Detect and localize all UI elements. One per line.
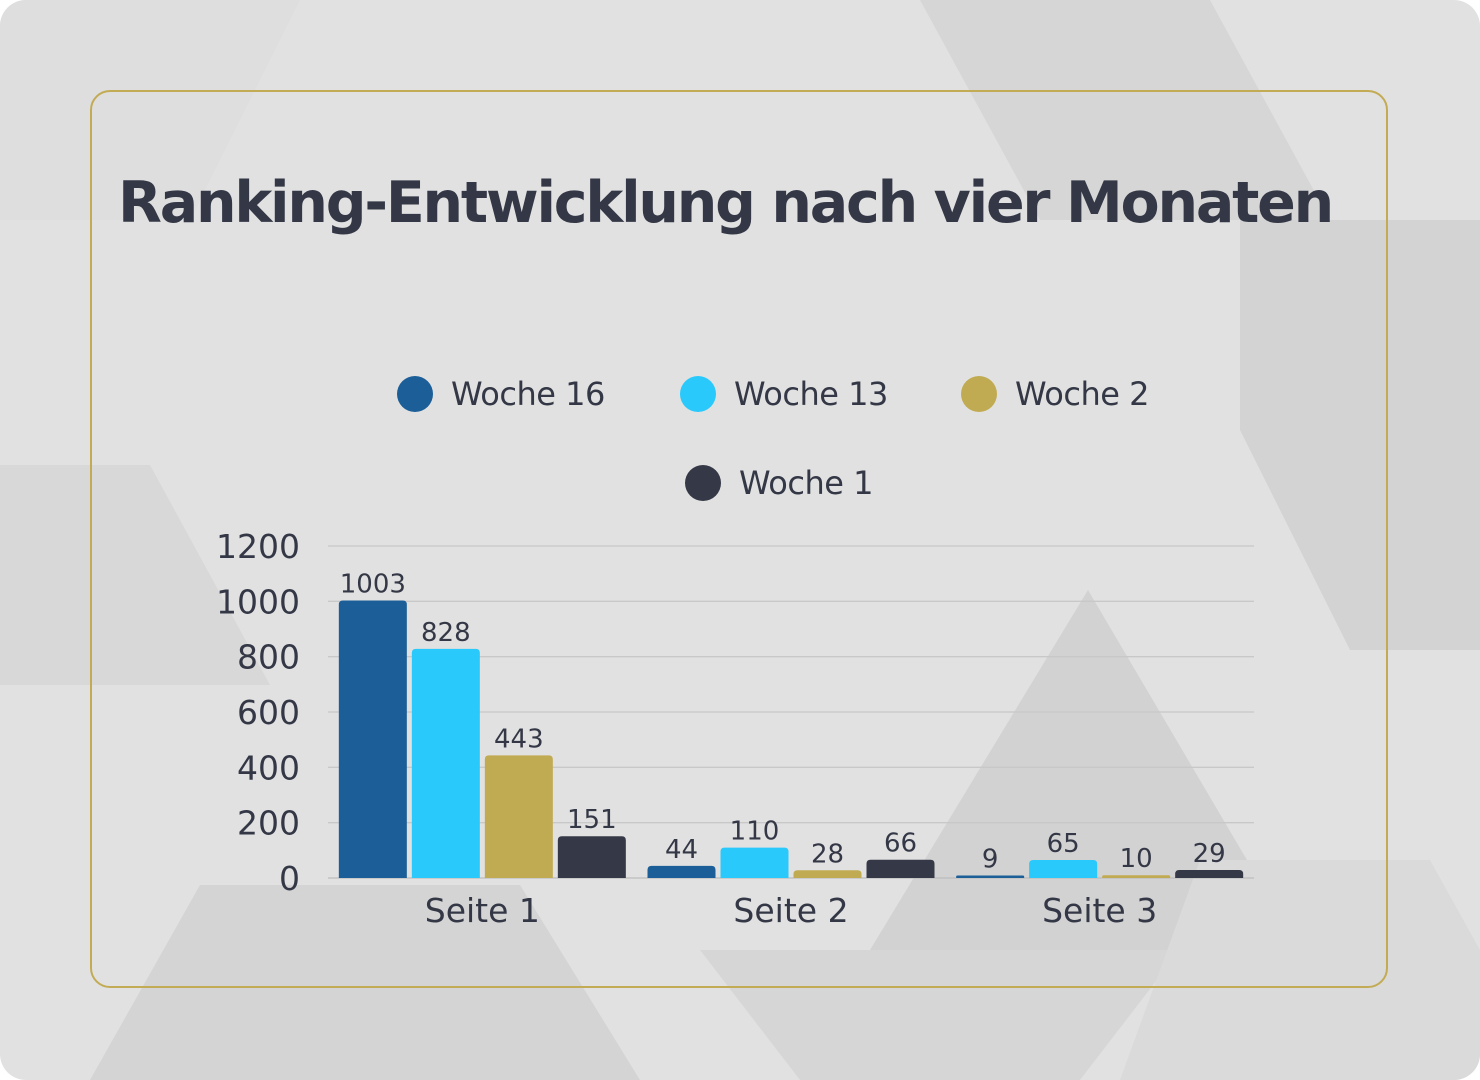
- x-axis-ticks: Seite 1 Seite 2 Seite 3: [425, 891, 1157, 930]
- data-label: 28: [811, 839, 844, 869]
- y-tick-label: 800: [237, 638, 300, 677]
- x-tick-label: Seite 1: [425, 891, 540, 930]
- data-label: 828: [421, 618, 471, 648]
- legend-item-woche-2: Woche 2: [961, 374, 1149, 414]
- data-label: 29: [1193, 839, 1226, 869]
- bars: [338, 600, 1244, 878]
- chart-card: [90, 90, 1388, 988]
- legend-swatch: [685, 465, 721, 501]
- data-label: 44: [665, 835, 698, 865]
- x-tick-label: Seite 2: [733, 891, 848, 930]
- legend-item-woche-13: Woche 13: [680, 374, 888, 414]
- bar-woche-2-seite-2: [793, 870, 862, 878]
- y-tick-label: 200: [237, 804, 300, 843]
- legend-label: Woche 1: [739, 464, 873, 502]
- data-label: 10: [1120, 844, 1153, 874]
- data-label: 151: [567, 805, 617, 835]
- legend-item-woche-1: Woche 1: [685, 463, 873, 503]
- legend-swatch: [397, 376, 433, 412]
- legend-label: Woche 16: [451, 375, 605, 413]
- bar-woche-16-seite-2: [647, 865, 716, 878]
- x-tick-label: Seite 3: [1042, 891, 1157, 930]
- bar-woche-2-seite-1: [484, 755, 553, 878]
- data-label: 66: [884, 829, 917, 859]
- bar-woche-13-seite-2: [720, 847, 789, 878]
- y-tick-label: 0: [279, 859, 300, 898]
- bar-woche-16-seite-3: [956, 875, 1025, 878]
- chart-title: Ranking-Entwicklung nach vier Monaten: [118, 170, 1334, 236]
- legend-swatch: [680, 376, 716, 412]
- y-tick-label: 1200: [216, 527, 300, 566]
- bar-woche-16-seite-1: [338, 600, 407, 878]
- y-tick-label: 1000: [216, 582, 300, 621]
- data-label: 443: [494, 724, 544, 754]
- y-tick-label: 600: [237, 693, 300, 732]
- data-label: 65: [1047, 829, 1080, 859]
- data-label: 110: [730, 817, 780, 847]
- data-label: 9: [982, 845, 999, 875]
- bar-woche-13-seite-1: [411, 648, 480, 878]
- legend-label: Woche 2: [1015, 375, 1149, 413]
- legend-swatch: [961, 376, 997, 412]
- gridlines: [328, 545, 1254, 879]
- data-labels: 1003 828 443 151 44 110 28 66 9 65 10 29: [340, 570, 1226, 875]
- bar-woche-1-seite-2: [866, 859, 935, 878]
- bar-woche-13-seite-3: [1029, 860, 1098, 878]
- bar-woche-1-seite-1: [557, 836, 626, 878]
- legend-item-woche-16: Woche 16: [397, 374, 605, 414]
- data-label: 1003: [340, 570, 406, 600]
- bar-woche-1-seite-3: [1175, 869, 1244, 878]
- y-tick-label: 400: [237, 748, 300, 787]
- y-axis-ticks: 0 200 400 600 800 1000 1200: [216, 527, 300, 898]
- bar-woche-2-seite-3: [1102, 875, 1171, 878]
- legend-label: Woche 13: [734, 375, 888, 413]
